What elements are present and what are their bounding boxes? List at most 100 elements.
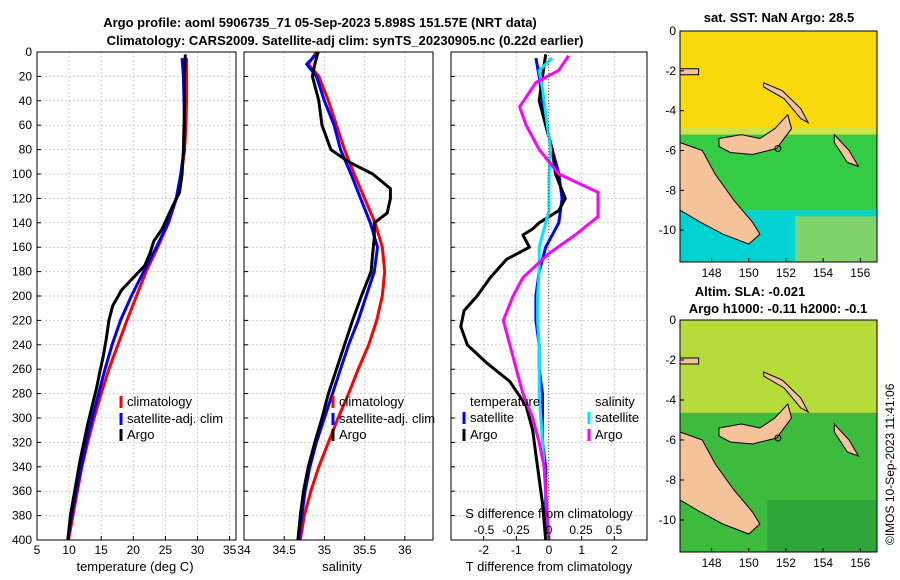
- map-y-tick-label: -2: [665, 64, 676, 78]
- y-tick-label: 260: [12, 362, 32, 376]
- land-manus: [679, 68, 700, 76]
- x-tick-label: 25: [159, 543, 173, 557]
- y-tick-label: 200: [12, 289, 32, 303]
- y-tick-label: 140: [12, 216, 32, 230]
- y-tick-label: 220: [12, 313, 32, 327]
- s-tick--0.5: -0.5: [474, 523, 495, 537]
- y-tick-label: 360: [12, 484, 32, 498]
- map-frame: [679, 319, 878, 553]
- x-tick-label: 5: [34, 543, 41, 557]
- s-tick-0.5: 0.5: [606, 523, 623, 537]
- y-tick-label: 240: [12, 338, 32, 352]
- x-tick-label: 34: [237, 543, 251, 557]
- y-tick-label: 160: [12, 240, 32, 254]
- map-x-tick-label: 156: [850, 266, 870, 280]
- map-y-tick-label: 0: [669, 24, 676, 38]
- map-y-tick-label: -4: [665, 104, 676, 118]
- y-tick-label: 20: [19, 69, 33, 83]
- y-tick-label: 180: [12, 265, 32, 279]
- map-y-tick-label: -6: [665, 143, 676, 157]
- y-tick-label: 0: [25, 45, 32, 59]
- land-new-guinea: [679, 431, 761, 535]
- salinity-xlabel: salinity: [322, 559, 362, 574]
- map-y-tick-label: -6: [665, 433, 676, 447]
- x-tick-label: 10: [62, 543, 76, 557]
- map-y-tick-label: -8: [665, 473, 676, 487]
- y-tick-label: 80: [19, 143, 33, 157]
- sla-map-title-line1: Altim. SLA: -0.021: [695, 284, 806, 299]
- y-tick-label: 120: [12, 191, 32, 205]
- sst-map-title: sat. SST: NaN Argo: 28.5: [704, 10, 855, 25]
- temperature-legend: climatology satellite-adj. clim Argo: [119, 394, 223, 442]
- series-line-s-argo: [501, 54, 600, 541]
- temperature-panel: 0 20 40 60 80 100 120 140 160 180 200 220 240 260 280 3…: [12, 45, 237, 574]
- x-tick-label: 35: [223, 543, 237, 557]
- s-tick-0.25: 0.25: [569, 523, 593, 537]
- land-new-ireland: [763, 371, 810, 414]
- legend-salinity-title: salinity: [595, 394, 635, 409]
- land-bougainville: [833, 133, 860, 168]
- y-tick-label: 320: [12, 435, 32, 449]
- legend-s-satellite-label: satellite: [595, 410, 639, 425]
- land-bougainville: [833, 422, 860, 457]
- y-tick-label: 100: [12, 167, 32, 181]
- figure-title-line1: Argo profile: aoml 5906735_71 05-Sep-202…: [103, 15, 537, 30]
- imos-watermark: ©IMOS 10-Sep-2023 11:41:06: [883, 383, 897, 545]
- legend-argo-label: Argo: [127, 427, 154, 442]
- y-tick-label: 280: [12, 387, 32, 401]
- x-tick-label: -1: [511, 543, 522, 557]
- legend-temperature-title: temperature: [470, 394, 540, 409]
- map-frame: [679, 30, 878, 263]
- series-line-t-argo: [459, 54, 567, 541]
- land-new-britain: [718, 402, 793, 445]
- land-manus: [679, 357, 700, 365]
- map-y-tick-label: -10: [659, 223, 677, 237]
- x-tick-label: 35: [318, 543, 332, 557]
- map-y-tick-label: -4: [665, 393, 676, 407]
- x-tick-label: 1: [578, 543, 585, 557]
- legend-t-satellite-label: satellite: [470, 410, 514, 425]
- x-tick-label: 34.5: [273, 543, 297, 557]
- x-tick-label: 20: [127, 543, 141, 557]
- diff-top-label: S difference from climatology: [465, 506, 633, 521]
- land-new-guinea: [679, 141, 761, 245]
- map-y-tick-label: 0: [669, 313, 676, 327]
- map-x-tick-label: 154: [813, 556, 833, 570]
- x-tick-label: 0: [546, 543, 553, 557]
- legend-s-argo-label: Argo: [595, 427, 622, 442]
- series-line-climatology: [298, 51, 387, 541]
- sla-north-region: [680, 320, 877, 413]
- map-x-tick-label: 154: [813, 266, 833, 280]
- x-tick-label: 30: [191, 543, 205, 557]
- legend-t-argo-label: Argo: [470, 427, 497, 442]
- sst-map: sat. SST: NaN Argo: 28.5 148 150 152 154 156…: [659, 10, 878, 280]
- map-x-tick-label: 150: [739, 266, 759, 280]
- figure-title-line2: Climatology: CARS2009. Satellite-adj cli…: [107, 33, 584, 48]
- legend-sal-satellite-label: satellite-adj. clim: [339, 411, 435, 426]
- series-line-climatology: [67, 58, 189, 541]
- x-tick-label: 36: [398, 543, 412, 557]
- map-x-tick-label: 152: [776, 556, 796, 570]
- legend-sal-climatology-label: climatology: [339, 394, 405, 409]
- legend-climatology-label: climatology: [127, 394, 193, 409]
- land-new-britain: [718, 113, 793, 156]
- y-tick-label: 40: [19, 94, 33, 108]
- x-tick-label: 2: [611, 543, 618, 557]
- series-line-satellite-adj-clim: [297, 50, 379, 541]
- map-x-tick-label: 150: [739, 556, 759, 570]
- diff-legend: temperature satellite Argo salinity sate…: [462, 394, 639, 442]
- map-y-tick-label: -8: [665, 183, 676, 197]
- legend-satellite-label: satellite-adj. clim: [127, 411, 223, 426]
- x-tick-label: 35.5: [353, 543, 377, 557]
- plot-frame: [243, 51, 434, 541]
- sst-warm-region: [680, 31, 877, 129]
- x-tick-label: -2: [478, 543, 489, 557]
- s-tick-0: 0: [546, 523, 553, 537]
- argo-location-marker: [774, 434, 782, 442]
- sla-map-title-line2: Argo h1000: -0.11 h2000: -0.1: [689, 301, 867, 316]
- y-tick-label: 400: [12, 533, 32, 547]
- sst-se-region: [795, 216, 877, 262]
- y-tick-label: 340: [12, 460, 32, 474]
- x-tick-label: 15: [95, 543, 109, 557]
